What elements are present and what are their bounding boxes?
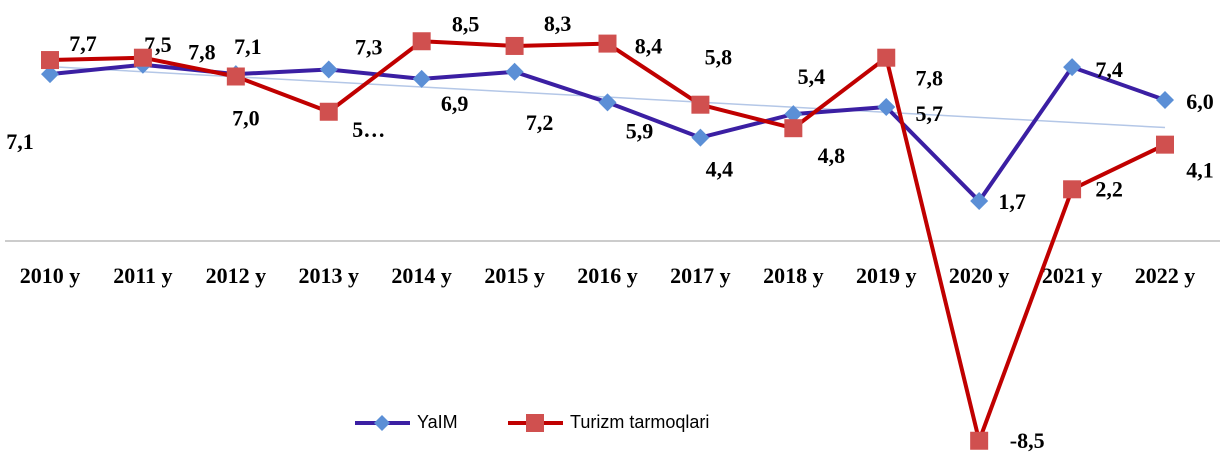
- data-label: 7,1: [234, 34, 262, 59]
- data-label: 4,1: [1186, 158, 1214, 183]
- x-tick-label: 2019 y: [856, 263, 917, 288]
- x-tick-label: 2020 y: [949, 263, 1010, 288]
- x-tick-label: 2014 y: [391, 263, 452, 288]
- marker: [505, 62, 524, 81]
- data-label: 8,4: [635, 34, 663, 59]
- data-label: 7,2: [526, 110, 554, 135]
- legend-marker: [526, 414, 544, 432]
- data-label: 7,8: [188, 40, 216, 65]
- data-label: 5,7: [916, 101, 944, 126]
- x-tick-label: 2013 y: [299, 263, 360, 288]
- data-label: 7,4: [1095, 57, 1123, 82]
- marker: [877, 98, 896, 117]
- marker: [319, 60, 338, 79]
- marker: [133, 48, 152, 67]
- marker: [691, 128, 710, 147]
- marker: [1156, 135, 1174, 154]
- marker: [319, 102, 338, 121]
- x-tick-label: 2011 y: [113, 263, 172, 288]
- marker: [412, 69, 431, 88]
- legend-label: YaIM: [417, 412, 458, 432]
- data-label: 4,4: [706, 157, 734, 182]
- marker: [226, 67, 245, 86]
- marker: [412, 32, 431, 51]
- data-label: 5,9: [626, 118, 654, 143]
- marker: [784, 105, 803, 124]
- data-label: 7,8: [916, 66, 944, 91]
- marker: [1156, 91, 1174, 109]
- x-tick-label: 2012 y: [206, 263, 267, 288]
- data-label: 5,4: [798, 64, 826, 89]
- data-label: -8,5: [1010, 428, 1045, 453]
- legend-marker: [374, 415, 390, 431]
- marker: [691, 95, 710, 114]
- data-label: 6,0: [1186, 89, 1214, 114]
- x-tick-label: 2016 y: [577, 263, 638, 288]
- data-label: 2,2: [1095, 176, 1123, 201]
- data-label: 5,8: [705, 45, 733, 70]
- marker: [877, 48, 896, 67]
- data-label: 8,3: [544, 11, 572, 36]
- marker: [970, 431, 989, 450]
- marker: [1063, 58, 1082, 77]
- x-tick-label: 2018 y: [763, 263, 824, 288]
- marker: [41, 51, 59, 70]
- x-tick-label: 2010 y: [20, 263, 81, 288]
- data-label: 4,8: [818, 143, 846, 168]
- x-tick-label: 2015 y: [484, 263, 545, 288]
- data-label: 7,1: [6, 129, 34, 154]
- data-label: 6,9: [441, 91, 469, 116]
- x-tick-label: 2021 y: [1042, 263, 1103, 288]
- marker: [598, 34, 617, 53]
- x-tick-label: 2022 y: [1135, 263, 1196, 288]
- marker: [1063, 180, 1082, 199]
- marker: [784, 119, 803, 138]
- x-tick-label: 2017 y: [670, 263, 731, 288]
- data-label: 7,7: [69, 31, 97, 56]
- marker: [970, 192, 989, 211]
- legend-label: Turizm tarmoqlari: [570, 412, 709, 432]
- series-line: [49, 62, 1166, 204]
- marker: [41, 65, 59, 84]
- data-label: 7,3: [355, 34, 383, 59]
- marker: [598, 93, 617, 112]
- data-label: 8,5: [452, 11, 480, 36]
- marker: [505, 36, 524, 55]
- data-label: 5…: [352, 117, 385, 142]
- data-label: 1,7: [998, 189, 1026, 214]
- data-label: 7,0: [232, 106, 260, 131]
